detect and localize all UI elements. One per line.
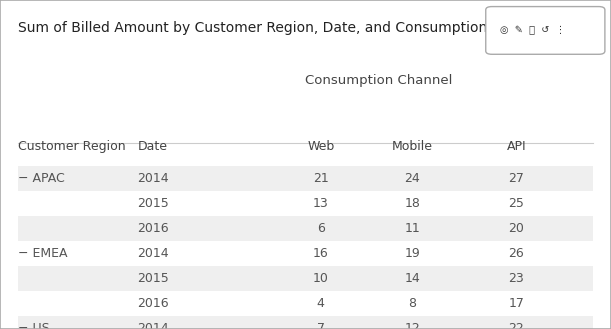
Text: 25: 25 [508, 197, 524, 210]
Text: 2014: 2014 [137, 322, 169, 329]
Text: Consumption Channel: Consumption Channel [305, 74, 453, 87]
Bar [18, 266, 593, 291]
Text: 11: 11 [404, 222, 420, 235]
Text: 7: 7 [316, 322, 325, 329]
Text: − US: − US [18, 322, 50, 329]
Text: 13: 13 [313, 197, 329, 210]
Text: 2014: 2014 [137, 172, 169, 185]
Text: 2016: 2016 [137, 222, 169, 235]
Text: 12: 12 [404, 322, 420, 329]
Text: 6: 6 [317, 222, 324, 235]
Bar [18, 241, 593, 266]
Text: Date: Date [137, 140, 167, 153]
Text: 17: 17 [508, 297, 524, 310]
Text: 21: 21 [313, 172, 329, 185]
Text: Mobile: Mobile [392, 140, 433, 153]
Text: 4: 4 [317, 297, 324, 310]
FancyBboxPatch shape [486, 7, 605, 54]
Text: 14: 14 [404, 272, 420, 285]
Bar [18, 166, 593, 191]
Text: ◎  ✎  ⤢  ↺  ⋮: ◎ ✎ ⤢ ↺ ⋮ [500, 25, 565, 35]
Text: 27: 27 [508, 172, 524, 185]
Bar [18, 291, 593, 316]
Text: Web: Web [307, 140, 334, 153]
Text: 20: 20 [508, 222, 524, 235]
Bar [18, 216, 593, 241]
Bar [18, 191, 593, 216]
Text: 2016: 2016 [137, 297, 169, 310]
Text: 2014: 2014 [137, 247, 169, 260]
Text: Customer Region: Customer Region [18, 140, 126, 153]
Text: − APAC: − APAC [18, 172, 65, 185]
Text: 23: 23 [508, 272, 524, 285]
Text: 16: 16 [313, 247, 329, 260]
Text: 26: 26 [508, 247, 524, 260]
Text: 18: 18 [404, 197, 420, 210]
Text: 2015: 2015 [137, 197, 169, 210]
Text: 24: 24 [404, 172, 420, 185]
Text: Sum of Billed Amount by Customer Region, Date, and Consumption Channel: Sum of Billed Amount by Customer Region,… [18, 21, 549, 36]
Text: API: API [507, 140, 526, 153]
Text: − EMEA: − EMEA [18, 247, 68, 260]
Bar [18, 316, 593, 329]
Text: 10: 10 [313, 272, 329, 285]
Text: 19: 19 [404, 247, 420, 260]
Text: 2015: 2015 [137, 272, 169, 285]
Text: 8: 8 [408, 297, 417, 310]
Text: 22: 22 [508, 322, 524, 329]
